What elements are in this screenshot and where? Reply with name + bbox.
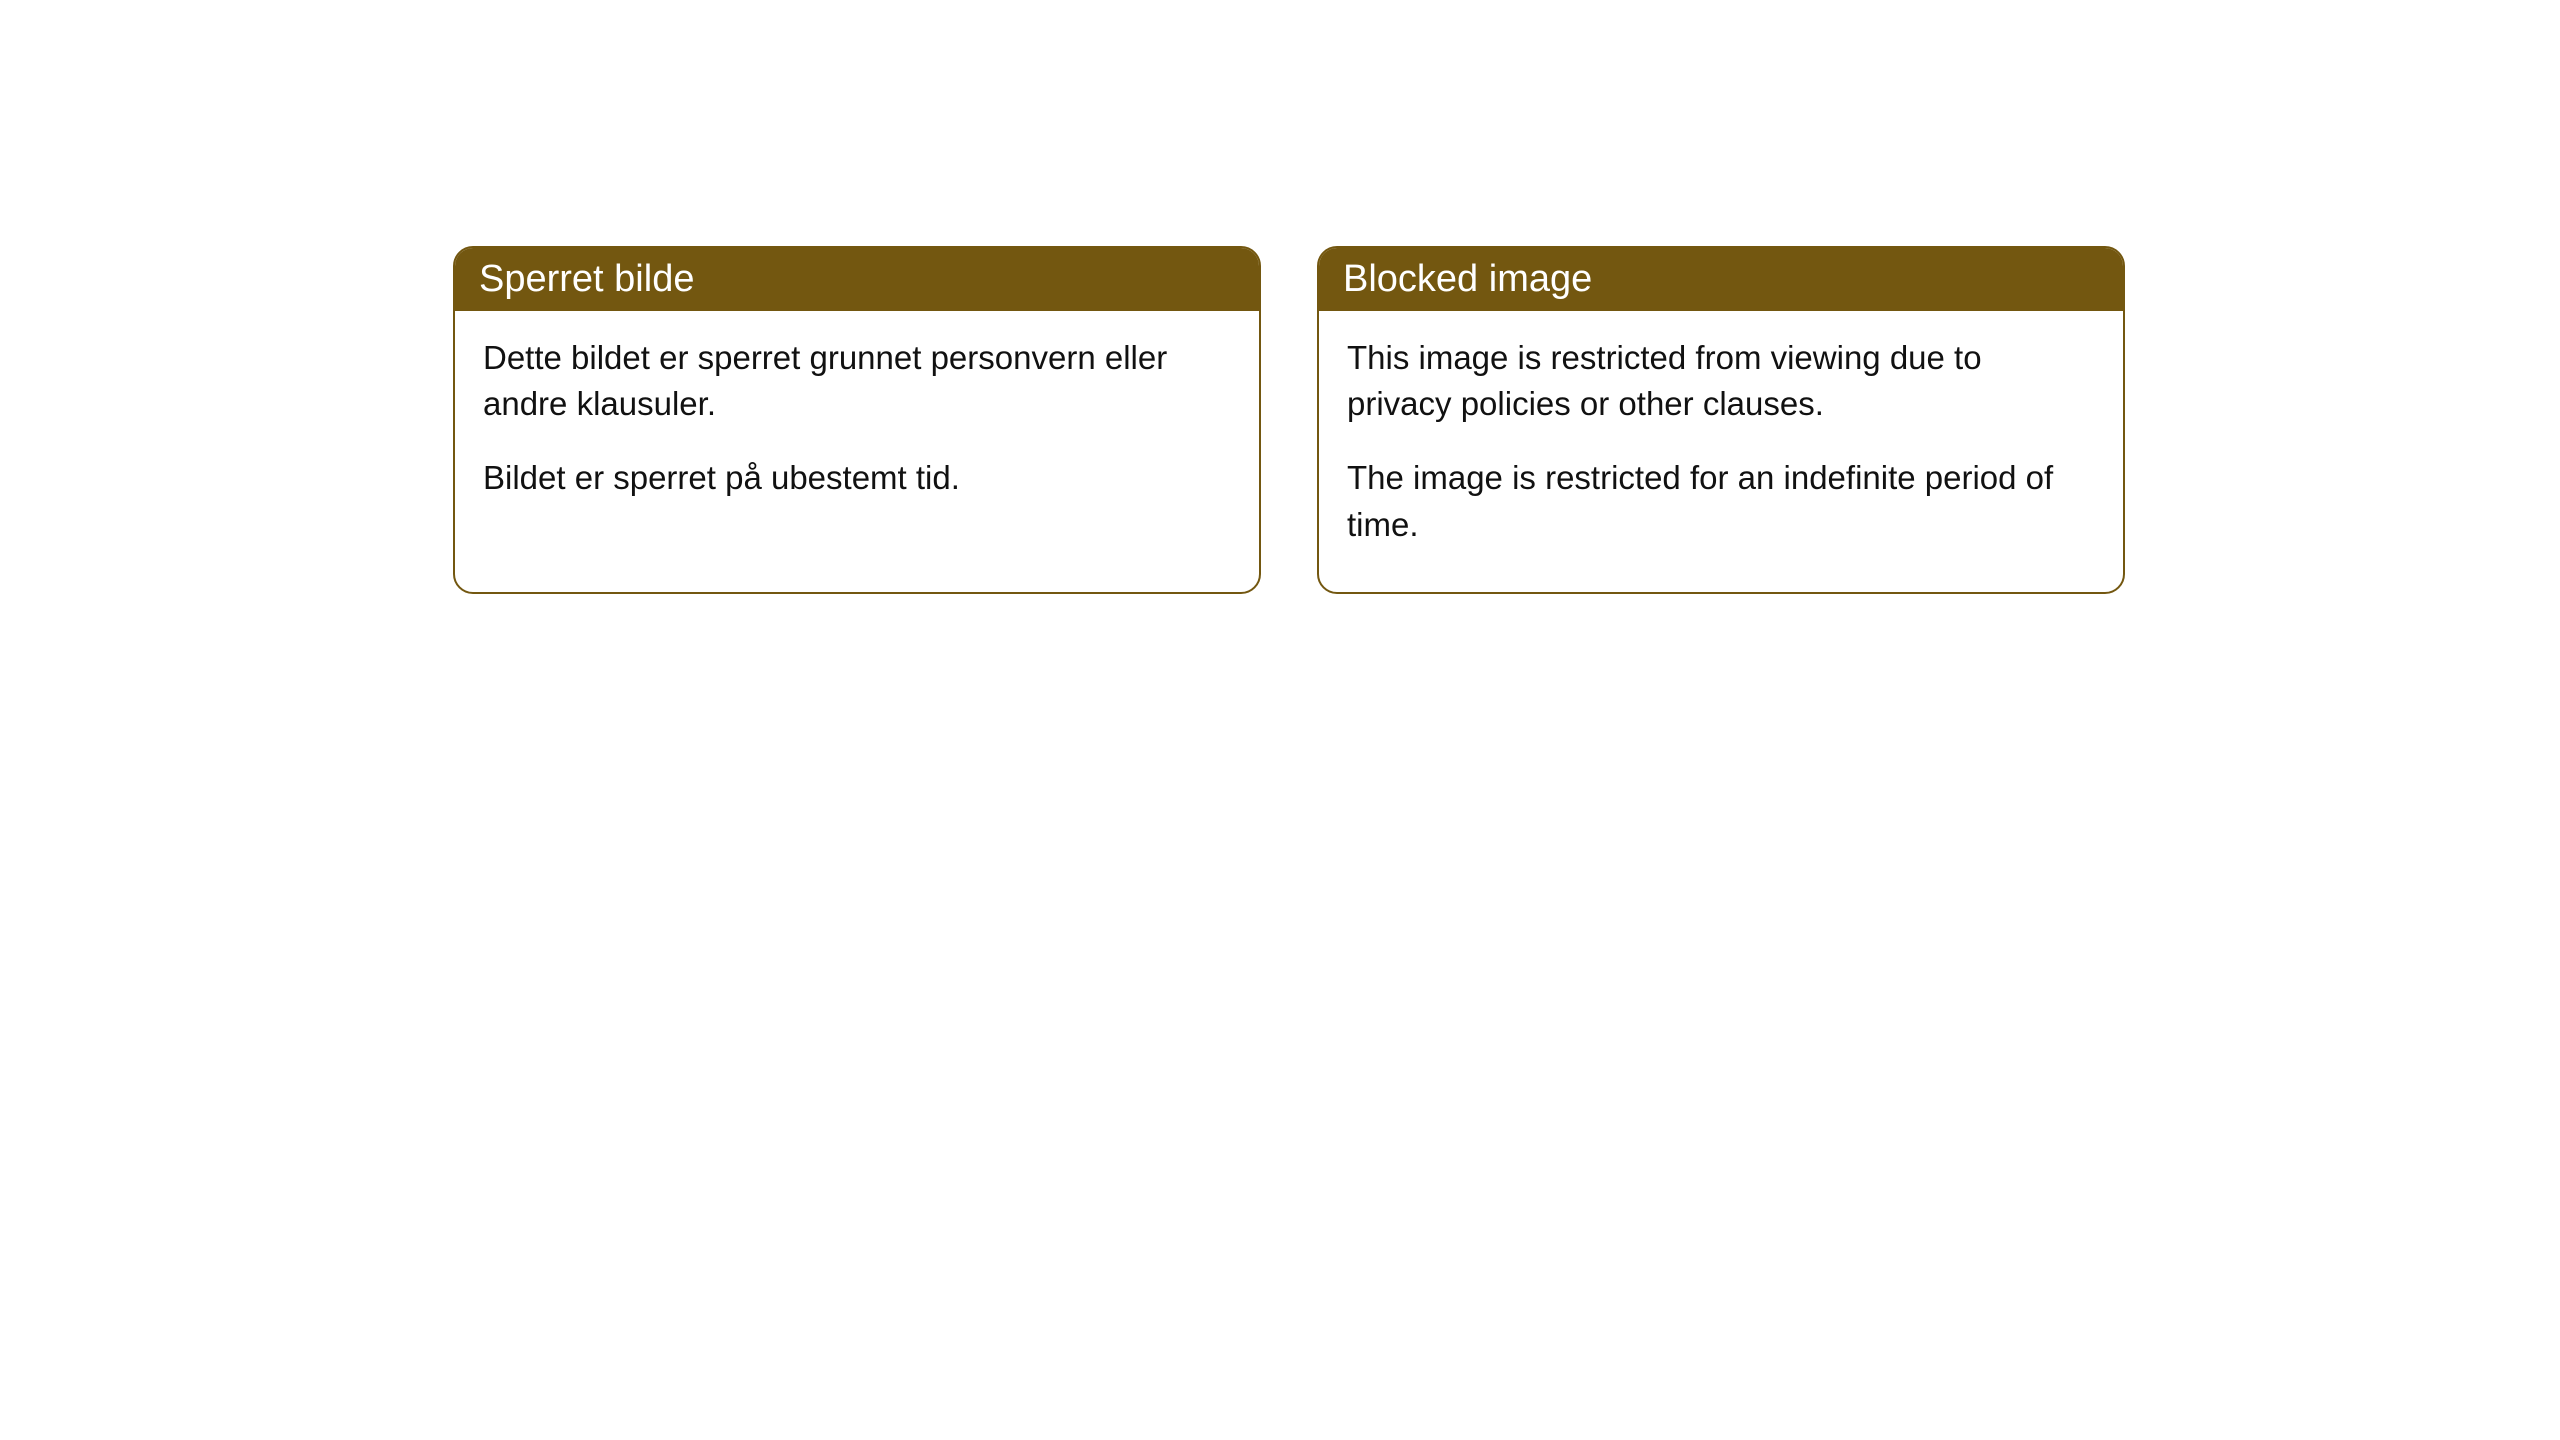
card-paragraph-2: Bildet er sperret på ubestemt tid. <box>483 455 1231 501</box>
card-header-english: Blocked image <box>1319 248 2123 311</box>
card-header-norwegian: Sperret bilde <box>455 248 1259 311</box>
card-paragraph-1: Dette bildet er sperret grunnet personve… <box>483 335 1231 427</box>
card-title: Sperret bilde <box>479 258 694 300</box>
blocked-image-card-norwegian: Sperret bilde Dette bildet er sperret gr… <box>453 246 1261 594</box>
card-title: Blocked image <box>1343 258 1592 300</box>
card-paragraph-1: This image is restricted from viewing du… <box>1347 335 2095 427</box>
card-body-norwegian: Dette bildet er sperret grunnet personve… <box>455 311 1259 546</box>
card-body-english: This image is restricted from viewing du… <box>1319 311 2123 592</box>
card-paragraph-2: The image is restricted for an indefinit… <box>1347 455 2095 547</box>
blocked-image-card-english: Blocked image This image is restricted f… <box>1317 246 2125 594</box>
cards-container: Sperret bilde Dette bildet er sperret gr… <box>453 246 2125 594</box>
